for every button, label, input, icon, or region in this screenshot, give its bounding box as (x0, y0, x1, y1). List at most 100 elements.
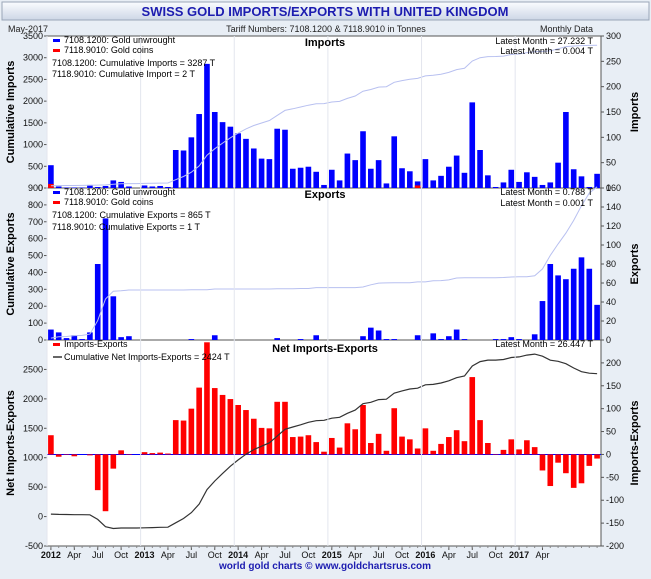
net-right-tick-label: -150 (606, 518, 624, 528)
exports-legend-coins: 7118.9010: Gold coins (64, 197, 154, 207)
net-bar (532, 447, 538, 454)
imports-bar-unwrought (306, 167, 312, 188)
imports-bar-unwrought (228, 127, 234, 188)
x-tick-label: Oct (395, 550, 410, 560)
imports-bar-unwrought (173, 150, 179, 188)
exports-right-tick-label: 60 (606, 278, 616, 288)
imports-legend-coins: 7118.9010: Gold coins (64, 45, 154, 55)
net-plot-area (47, 340, 601, 546)
net-bar (313, 442, 319, 454)
exports-ylabel-left: Cumulative Exports (5, 212, 17, 315)
imports-bar-unwrought (384, 183, 390, 188)
net-bar (150, 453, 156, 454)
net-bar (111, 454, 117, 468)
net-bar (181, 421, 187, 455)
imports-bar-unwrought (438, 176, 444, 188)
x-tick-label: Jul (92, 550, 104, 560)
net-bar (423, 428, 429, 454)
net-right-tick-label: 200 (606, 358, 621, 368)
net-bar (430, 451, 436, 455)
exports-left-tick-label: 600 (28, 234, 43, 244)
net-bar (259, 428, 265, 455)
imports-bar-unwrought (235, 133, 241, 188)
exports-bar-unwrought (48, 330, 54, 340)
exports-bar-unwrought (579, 257, 585, 340)
exports-bar-unwrought (555, 275, 561, 340)
net-bar (415, 448, 421, 454)
exports-bar-unwrought (384, 339, 390, 340)
net-right-tick-label: 150 (606, 381, 621, 391)
imports-bar-coins (415, 185, 421, 188)
net-right-tick-label: 100 (606, 404, 621, 414)
x-tick-label: Oct (208, 550, 223, 560)
exports-right-tick-label: 40 (606, 297, 616, 307)
imports-ylabel-left: Cumulative Imports (5, 61, 17, 164)
imports-bar-unwrought (524, 172, 530, 188)
net-bar (586, 454, 592, 465)
x-tick-label: Apr (161, 550, 175, 560)
x-tick-label: Apr (535, 550, 549, 560)
net-bar (571, 454, 577, 487)
net-bar (407, 439, 413, 454)
imports-note-unwrought: 7108.1200: Cumulative Imports = 3287 T (52, 58, 216, 68)
net-latest: Latest Month = 26.447 T (495, 339, 593, 349)
x-tick-label: 2012 (41, 550, 61, 560)
net-bar (337, 448, 343, 455)
exports-left-tick-label: 300 (28, 284, 43, 294)
imports-right-tick-label: 50 (606, 158, 616, 168)
exports-bar-unwrought (540, 301, 546, 340)
exports-note-coins: 7118.9010: Cumulative Exports = 1 T (52, 222, 201, 232)
net-bar (547, 454, 553, 486)
net-bar (469, 377, 475, 454)
imports-legend-unwrought: 7108.1200: Gold unwrought (64, 35, 176, 45)
exports-left-tick-label: 200 (28, 301, 43, 311)
exports-left-tick-label: 400 (28, 267, 43, 277)
exports-bar-unwrought (298, 339, 304, 340)
exports-bar-unwrought (111, 296, 117, 340)
net-right-tick-label: 50 (606, 427, 616, 437)
exports-legend-unwrought: 7108.1200: Gold unwrought (64, 187, 176, 197)
net-bar (360, 405, 366, 454)
net-bar (103, 454, 109, 511)
imports-right-tick-label: 250 (606, 56, 621, 66)
exports-right-tick-label: 100 (606, 240, 621, 250)
x-tick-label: Oct (301, 550, 316, 560)
imports-bar-unwrought (454, 156, 460, 188)
imports-bar-unwrought (321, 185, 327, 188)
net-bar (157, 453, 163, 455)
imports-bar-unwrought (423, 159, 429, 188)
imports-bar-unwrought (56, 186, 62, 188)
imports-note-coins: 7118.9010: Cumulative Import = 2 T (52, 69, 196, 79)
exports-note-unwrought: 7108.1200: Cumulative Exports = 865 T (52, 210, 211, 220)
x-tick-label: 2013 (135, 550, 155, 560)
net-ylabel-left: Net Imports-Exports (5, 390, 17, 496)
x-tick-label: Jul (279, 550, 291, 560)
imports-bar-unwrought (329, 170, 335, 188)
net-bar (220, 395, 226, 455)
net-bar (501, 450, 507, 455)
imports-bar-unwrought (282, 130, 288, 188)
net-panel-title: Net Imports-Exports (272, 343, 378, 355)
net-bar (228, 399, 234, 454)
legend-swatch-net (53, 343, 60, 346)
imports-bar-unwrought (563, 112, 569, 188)
exports-right-tick-label: 80 (606, 259, 616, 269)
x-tick-label: 2017 (509, 550, 529, 560)
exports-bar-unwrought (189, 339, 195, 340)
imports-bar-unwrought (189, 137, 195, 188)
net-bar (376, 434, 382, 455)
net-bar (508, 439, 514, 454)
exports-left-tick-label: 700 (28, 217, 43, 227)
imports-bar-unwrought (446, 167, 452, 188)
header-frequency: Monthly Data (540, 24, 593, 34)
imports-bar-unwrought (274, 129, 280, 188)
net-bar (48, 435, 54, 454)
imports-bar-unwrought (594, 174, 600, 188)
imports-bar-unwrought (462, 173, 468, 188)
net-bar (243, 410, 249, 454)
x-tick-label: 2015 (322, 550, 342, 560)
imports-panel-title: Imports (305, 37, 345, 49)
imports-ylabel-right: Imports (629, 92, 641, 132)
exports-bar-unwrought (547, 264, 553, 340)
